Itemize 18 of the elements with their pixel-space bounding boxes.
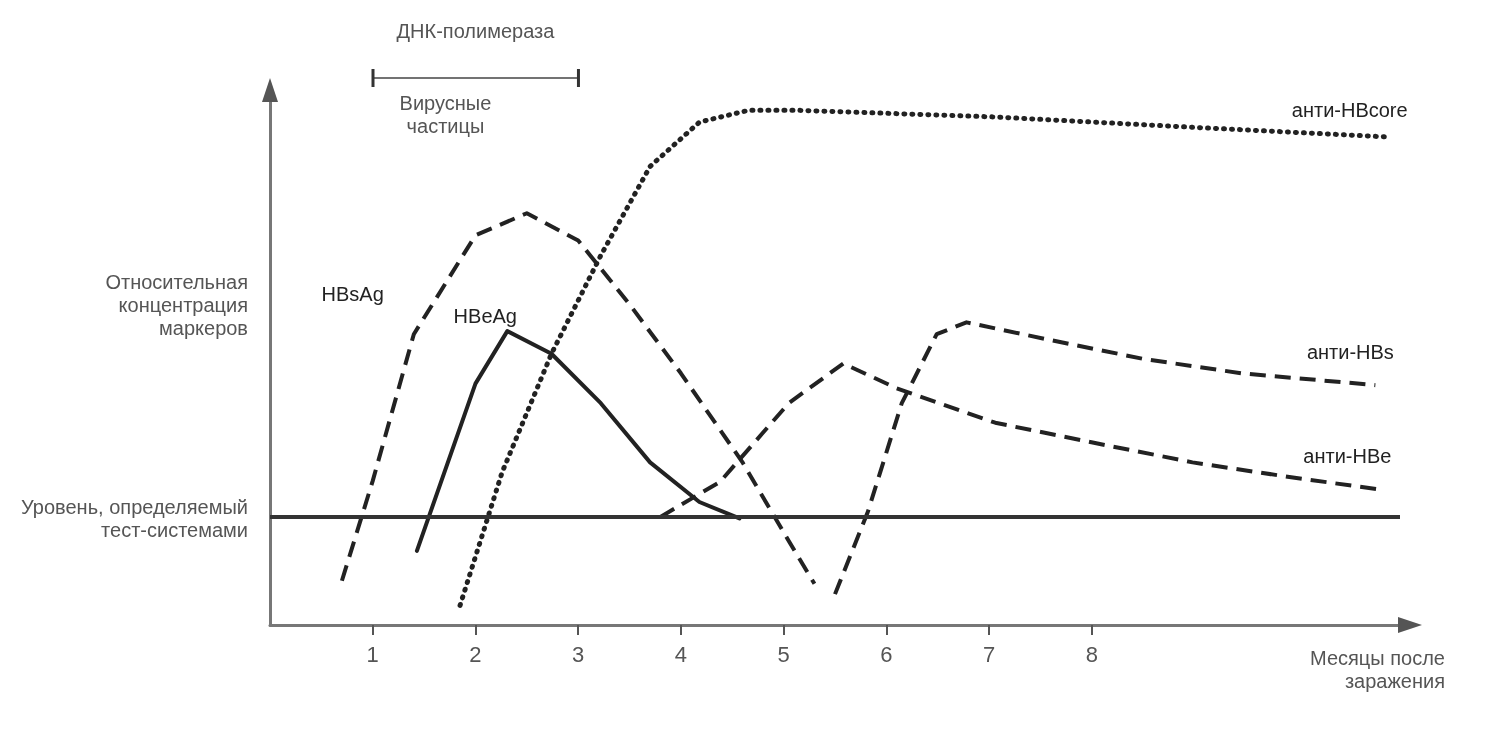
ref-line-label: Уровень, определяемый тест-системами [20,496,248,543]
text: ДНК-полимераза [395,20,556,43]
x-tick-label: 7 [982,641,996,667]
x-axis-title: Месяцы после заражения [1309,647,1445,693]
series-label: анти-HBe [1303,445,1392,468]
y-axis-title: Относительная концентрация маркеров [104,270,248,340]
text: HBsAg [321,283,384,306]
series-label: анти-HBcore [1291,99,1408,122]
x-tick-label: 4 [674,641,688,667]
x-tick-label: 1 [366,641,379,667]
x-tick-label: 6 [880,641,893,667]
x-tick-label: 5 [777,641,790,667]
x-tick-label: 2 [469,641,482,667]
annotation: Вирусные частицы [398,92,493,138]
series-label: HBeAg [453,305,517,328]
x-tick-label: 3 [572,641,585,667]
x-tick-label: 8 [1085,641,1098,667]
series-label: анти-HBs [1306,341,1394,364]
